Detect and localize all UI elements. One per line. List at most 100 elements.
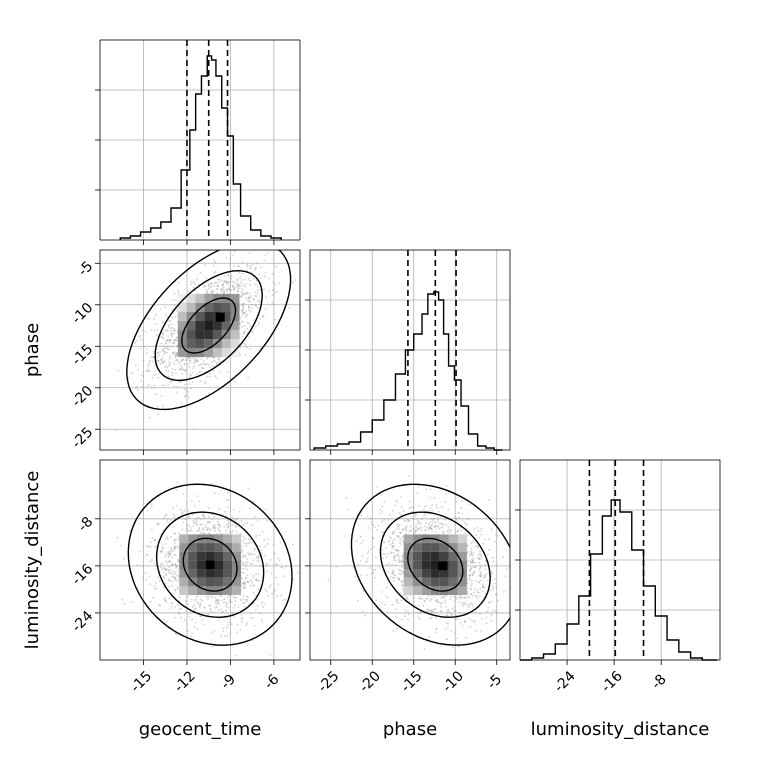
scatter-geocent-time-vs-luminosity-distance-point — [236, 631, 239, 634]
scatter-geocent-time-vs-luminosity-distance-point — [218, 602, 221, 605]
scatter-phase-vs-luminosity-distance-point — [419, 618, 421, 620]
scatter-geocent-time-vs-luminosity-distance-point — [185, 523, 188, 526]
scatter-geocent-time-vs-luminosity-distance-point — [150, 503, 153, 505]
scatter-phase-vs-luminosity-distance-point — [494, 593, 497, 596]
scatter-geocent-time-vs-phase-point — [208, 392, 210, 395]
scatter-geocent-time-vs-phase-point — [163, 360, 166, 363]
scatter-phase-vs-luminosity-distance-point — [485, 560, 487, 563]
scatter-geocent-time-vs-phase-point — [180, 366, 183, 369]
scatter-geocent-time-vs-phase-point — [213, 282, 216, 285]
scatter-geocent-time-vs-phase-point — [164, 313, 167, 316]
scatter-phase-vs-luminosity-distance-point — [437, 601, 440, 603]
scatter-phase-vs-luminosity-distance-point — [454, 657, 457, 660]
scatter-phase-vs-luminosity-distance-point — [379, 513, 381, 515]
scatter-phase-vs-luminosity-distance-point — [469, 568, 472, 571]
scatter-geocent-time-vs-luminosity-distance-point — [177, 611, 180, 614]
scatter-phase-vs-luminosity-distance-point — [471, 554, 473, 556]
scatter-phase-vs-luminosity-distance-point — [497, 534, 499, 537]
scatter-geocent-time-vs-phase-point — [168, 341, 171, 344]
scatter-geocent-time-vs-phase-point — [250, 247, 252, 249]
scatter-geocent-time-vs-luminosity-distance-point — [168, 569, 171, 572]
scatter-geocent-time-vs-phase-density-cell — [221, 348, 231, 358]
scatter-phase-vs-luminosity-distance-point — [450, 528, 452, 531]
scatter-phase-vs-luminosity-distance-point — [429, 526, 431, 529]
scatter-geocent-time-vs-luminosity-distance-point — [213, 611, 215, 614]
scatter-phase-vs-luminosity-distance-density-cell — [430, 551, 440, 561]
scatter-phase-vs-luminosity-distance-point — [360, 574, 362, 577]
scatter-geocent-time-vs-luminosity-distance-point — [187, 603, 189, 605]
scatter-geocent-time-vs-luminosity-distance-point — [206, 528, 209, 531]
scatter-geocent-time-vs-phase-point — [169, 339, 172, 342]
scatter-phase-vs-luminosity-distance-point — [470, 587, 472, 590]
scatter-geocent-time-vs-phase-point — [183, 387, 186, 390]
scatter-geocent-time-vs-luminosity-distance-point — [257, 573, 260, 576]
scatter-geocent-time-vs-phase-point — [209, 372, 211, 375]
scatter-geocent-time-vs-phase-point — [274, 283, 277, 285]
scatter-geocent-time-vs-phase-point — [190, 280, 193, 283]
scatter-geocent-time-vs-luminosity-distance-point — [227, 506, 229, 509]
scatter-geocent-time-vs-luminosity-distance-density-cell — [205, 577, 215, 587]
scatter-phase-vs-luminosity-distance-point — [435, 600, 438, 602]
scatter-geocent-time-vs-luminosity-distance-point — [136, 564, 139, 566]
scatter-phase-vs-luminosity-distance-point — [459, 595, 462, 597]
scatter-geocent-time-vs-phase-point — [238, 265, 240, 268]
scatter-geocent-time-vs-luminosity-distance-point — [173, 588, 176, 591]
scatter-geocent-time-vs-luminosity-distance-point — [257, 560, 260, 563]
scatter-phase-vs-luminosity-distance-point — [502, 556, 504, 559]
scatter-geocent-time-vs-luminosity-distance-point — [153, 539, 156, 542]
scatter-phase-vs-luminosity-distance-point — [416, 611, 419, 614]
scatter-phase-vs-luminosity-distance-point — [393, 573, 396, 576]
scatter-phase-vs-luminosity-distance-point — [423, 600, 426, 603]
scatter-geocent-time-vs-luminosity-distance-point — [246, 522, 249, 525]
scatter-phase-vs-luminosity-distance-point — [402, 541, 404, 544]
scatter-phase-vs-luminosity-distance-point — [389, 564, 392, 567]
scatter-phase-vs-luminosity-distance-point — [495, 586, 497, 589]
scatter-geocent-time-vs-luminosity-distance-point — [197, 517, 200, 520]
scatter-geocent-time-vs-luminosity-distance-point — [240, 598, 242, 601]
scatter-geocent-time-vs-phase-density-cell — [213, 339, 222, 349]
scatter-geocent-time-vs-phase-point — [268, 277, 271, 280]
scatter-phase-vs-luminosity-distance-point — [379, 508, 382, 511]
scatter-geocent-time-vs-luminosity-distance-point — [201, 514, 204, 517]
scatter-geocent-time-vs-phase-point — [230, 289, 232, 292]
scatter-geocent-time-vs-phase-point — [194, 360, 197, 363]
scatter-geocent-time-vs-phase-point — [243, 325, 246, 327]
scatter-geocent-time-vs-phase-density-cell — [195, 339, 205, 349]
scatter-phase-vs-luminosity-distance-point — [425, 597, 428, 600]
scatter-phase-vs-luminosity-distance-point — [392, 571, 394, 573]
scatter-geocent-time-vs-luminosity-distance-point — [241, 549, 244, 552]
scatter-geocent-time-vs-phase-point — [146, 370, 149, 373]
scatter-geocent-time-vs-phase-point — [254, 283, 257, 286]
scatter-geocent-time-vs-luminosity-distance-point — [173, 517, 176, 520]
scatter-geocent-time-vs-luminosity-distance-point — [209, 604, 211, 607]
scatter-phase-vs-luminosity-distance-point — [470, 561, 473, 564]
scatter-phase-vs-luminosity-distance-point — [472, 572, 475, 575]
scatter-geocent-time-vs-phase-point — [214, 375, 217, 378]
scatter-phase-vs-luminosity-distance-point — [478, 574, 481, 577]
scatter-phase-vs-luminosity-distance-point — [413, 600, 415, 603]
scatter-geocent-time-vs-phase-point — [224, 280, 227, 283]
scatter-phase-vs-luminosity-distance-point — [396, 627, 399, 630]
scatter-geocent-time-vs-phase-point — [168, 364, 171, 367]
scatter-geocent-time-vs-phase-point — [256, 262, 258, 265]
scatter-geocent-time-vs-phase-point — [227, 280, 230, 283]
scatter-geocent-time-vs-luminosity-distance-point — [174, 515, 177, 518]
scatter-phase-vs-luminosity-distance-point — [437, 519, 439, 521]
scatter-geocent-time-vs-phase-point — [167, 361, 170, 363]
scatter-phase-vs-luminosity-distance-point — [380, 591, 383, 593]
scatter-geocent-time-vs-phase-point — [184, 370, 187, 373]
scatter-geocent-time-vs-phase-point — [233, 265, 236, 267]
scatter-geocent-time-vs-luminosity-distance-point — [240, 620, 243, 623]
scatter-phase-vs-luminosity-distance-point — [446, 530, 449, 533]
scatter-phase-vs-luminosity-distance-point — [459, 622, 462, 625]
scatter-geocent-time-vs-phase-point — [210, 282, 213, 285]
scatter-phase-vs-luminosity-distance-point — [366, 515, 369, 517]
scatter-geocent-time-vs-luminosity-distance-point — [163, 618, 165, 621]
scatter-phase-vs-luminosity-distance-point — [385, 547, 387, 549]
scatter-geocent-time-vs-phase-point — [169, 355, 171, 358]
scatter-geocent-time-vs-luminosity-distance-point — [275, 563, 278, 566]
scatter-phase-vs-luminosity-distance-point — [491, 557, 494, 559]
scatter-geocent-time-vs-phase-point — [240, 295, 243, 298]
scatter-phase-vs-luminosity-distance-point — [412, 517, 414, 520]
scatter-geocent-time-vs-luminosity-distance-point — [190, 598, 193, 601]
